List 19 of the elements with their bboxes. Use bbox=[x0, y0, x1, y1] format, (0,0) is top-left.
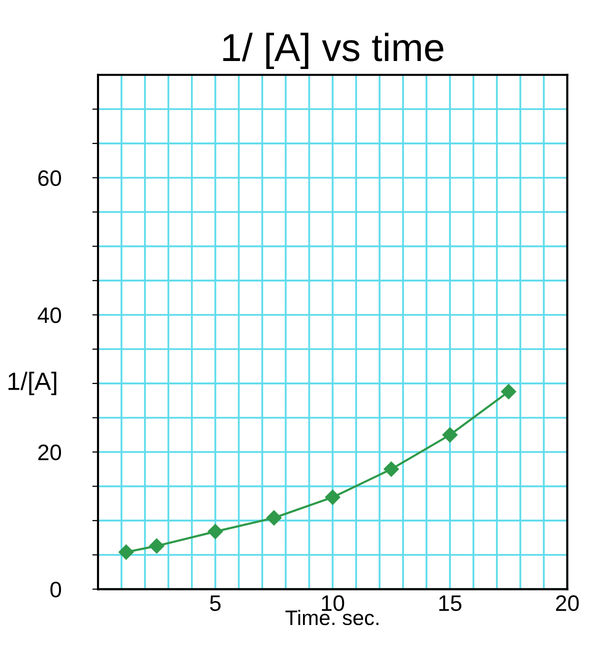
y-tick-label: 60 bbox=[38, 170, 62, 186]
point bbox=[149, 538, 164, 554]
x-tick-label: 20 bbox=[556, 595, 579, 612]
x-tick-label: 5 bbox=[210, 596, 221, 612]
x-tick-label: 10 bbox=[322, 595, 344, 612]
point bbox=[501, 384, 516, 400]
point bbox=[325, 490, 340, 505]
point bbox=[118, 544, 134, 560]
point bbox=[208, 524, 223, 540]
x-tick-label: 15 bbox=[439, 596, 462, 612]
point bbox=[266, 510, 282, 526]
x-axis-title: Time. sec. bbox=[285, 610, 378, 626]
point bbox=[442, 427, 458, 442]
point bbox=[384, 462, 399, 477]
chart-title: 1/ [A] vs time bbox=[223, 32, 444, 70]
y-tick-label: 40 bbox=[38, 307, 62, 324]
y-tick-label: 0 bbox=[50, 582, 62, 598]
y-axis-title: 1/[A] bbox=[8, 372, 56, 396]
y-tick-label: 20 bbox=[38, 444, 62, 460]
